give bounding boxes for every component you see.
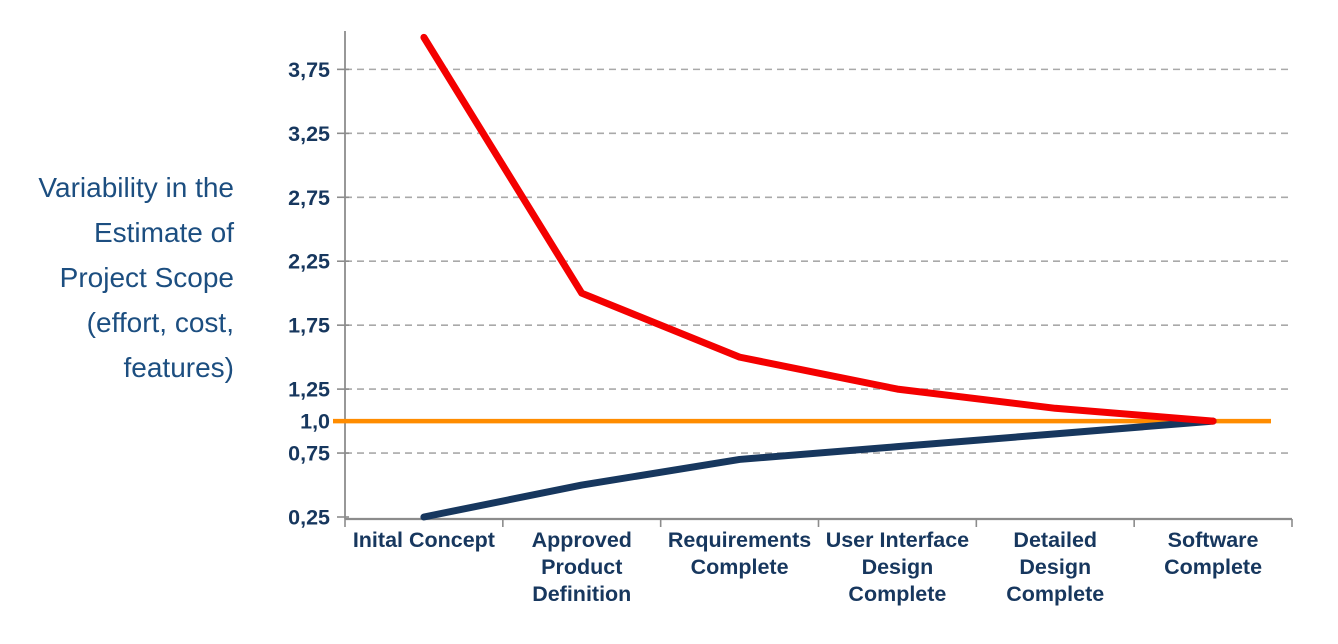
x-category-label: Approved Product Definition [532,528,632,606]
x-category-label: Inital Concept [353,528,495,552]
x-category-label: Detailed Design Complete [1006,528,1104,606]
y-axis-title-line: Estimate of [93,217,234,248]
y-axis-title-line: features) [123,352,235,383]
y-axis-title-line: (effort, cost, [86,307,234,338]
x-category-label: Requirements Complete [668,528,811,579]
y-tick-label: 0,75 [288,442,330,466]
y-axis-title-line: Variability in the [38,172,234,203]
y-axis-title: Variability in the Estimate of Project Sco… [0,165,234,390]
series-estimate-lower-bound-line [420,417,1217,521]
y-tick-label: 2,75 [288,186,330,210]
y-axis-title-line: Project Scope [59,262,234,293]
x-category-label: Software Complete [1164,528,1262,579]
y-tick-label: 2,25 [288,250,330,274]
y-tick-label: 1,75 [288,314,330,338]
y-tick-label: 3,75 [288,58,330,82]
y-tick-label: 1,0 [300,410,330,434]
y-tick-label: 0,25 [288,506,330,530]
series-estimate-upper-bound-line [420,33,1217,425]
x-category-label: User Interface Design Complete [826,528,969,606]
y-tick-label: 3,25 [288,122,330,146]
y-tick-label: 1,25 [288,378,330,402]
